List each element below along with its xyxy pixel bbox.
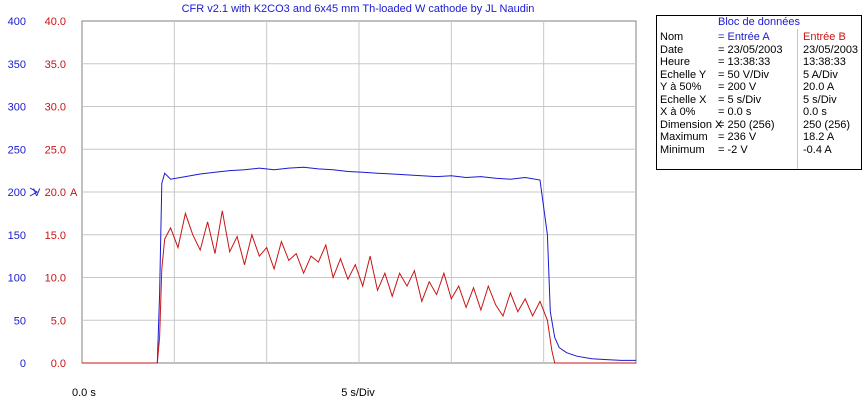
y-axis-a-ticks: 400 350 300 250 200 150 100 50 0 — [8, 16, 26, 370]
data-block-cell-b: -0.4 A — [803, 143, 832, 156]
data-block-cell-b: 5 s/Div — [803, 93, 837, 106]
y-tick-label-a: 350 — [8, 59, 26, 71]
y-tick-label-a: 100 — [8, 273, 26, 285]
x-origin-label: 0.0 s — [72, 387, 96, 399]
y-tick-label-b: 30.0 — [45, 102, 66, 114]
y-tick-label-b: 20.0 — [45, 187, 66, 199]
data-block-cell-b: 18.2 A — [803, 131, 835, 143]
data-block-cell-b: 5 A/Div — [803, 68, 838, 81]
y-tick-label-a: 300 — [8, 102, 26, 114]
data-block-cell-label: Dimension X — [660, 118, 723, 131]
y-axis-a-unit: V — [33, 187, 41, 199]
data-block-cell-a: = 0.0 s — [718, 106, 752, 118]
data-block-cell-a: = 236 V — [718, 131, 757, 143]
chart-title: CFR v2.1 with K2CO3 and 6x45 mm Th-loade… — [182, 3, 535, 15]
data-block-title: Bloc de données — [718, 16, 800, 28]
y-tick-label-a: 200 — [8, 187, 26, 199]
data-block-cell-label: Date — [660, 43, 684, 56]
series-layer — [29, 166, 636, 364]
y-tick-label-a: 250 — [8, 144, 26, 156]
y-tick-label-b: 15.0 — [45, 230, 66, 242]
y-tick-label-b: 40.0 — [45, 16, 66, 28]
data-block-cell-b: 23/05/2003 — [803, 43, 859, 56]
data-block-cell-label: Minimum — [660, 143, 705, 156]
data-block-cell-b: 250 (256) — [803, 118, 851, 131]
data-block-cell-a: = 50 V/Div — [718, 68, 770, 81]
data-block-cell-a: = 5 s/Div — [718, 93, 762, 106]
data-block-divider — [797, 29, 798, 169]
data-block-cell-label: Echelle X — [660, 93, 707, 106]
data-block-cell-label: X à 0% — [660, 106, 696, 118]
y-tick-label-a: 400 — [8, 16, 26, 28]
data-block-cell-b: 0.0 s — [803, 106, 827, 118]
x-scale-label: 5 s/Div — [341, 387, 375, 399]
y-axis-b-unit: A — [70, 187, 78, 199]
data-block-cell-a: = 13:38:33 — [718, 56, 771, 68]
data-block-cell-label: Echelle Y — [660, 68, 707, 81]
data-block-cell-a: = Entrée A — [718, 31, 770, 43]
y-tick-label-a: 150 — [8, 230, 26, 242]
series-line-a — [82, 166, 636, 364]
data-block-cell-b: 20.0 A — [803, 81, 835, 93]
data-block-cell-a: = 250 (256) — [718, 118, 775, 131]
data-block-cell-b: Entrée B — [803, 31, 846, 43]
y-tick-label-b: 5.0 — [51, 315, 66, 327]
data-block-cell-label: Heure — [660, 56, 690, 68]
series-line-b — [82, 210, 636, 364]
data-block-cell-b: 13:38:33 — [803, 56, 846, 68]
grid — [82, 21, 636, 363]
y-tick-label-b: 0.0 — [51, 358, 66, 370]
y-tick-label-b: 10.0 — [45, 273, 66, 285]
y-tick-label-a: 0 — [20, 358, 26, 370]
data-block-cell-a: = -2 V — [718, 143, 748, 156]
y-tick-label-a: 50 — [14, 315, 26, 327]
trigger-marker-a — [29, 187, 39, 197]
data-block-cell-label: Maximum — [660, 131, 708, 143]
data-block-cell-label: Y à 50% — [660, 81, 702, 93]
y-tick-label-b: 25.0 — [45, 144, 66, 156]
y-axis-b-ticks: 40.0 35.0 30.0 25.0 20.0 15.0 10.0 5.0 0.0 — [45, 16, 66, 370]
data-block-panel: Bloc de données Nom = Entrée A Entrée B Dat… — [656, 15, 862, 170]
data-block-cell-label: Nom — [660, 31, 684, 43]
y-tick-label-b: 35.0 — [45, 59, 66, 71]
data-block-cell-a: = 23/05/2003 — [718, 43, 783, 56]
data-block-cell-a: = 200 V — [718, 81, 757, 93]
